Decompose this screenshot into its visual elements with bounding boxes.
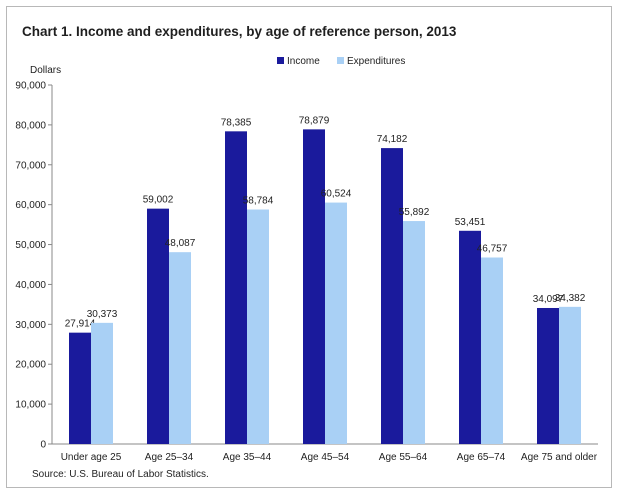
data-label: 55,892 — [399, 207, 430, 218]
data-label: 34,382 — [555, 293, 586, 304]
bar-expenditures — [169, 252, 191, 444]
bar-expenditures — [481, 257, 503, 444]
data-label: 78,879 — [299, 115, 330, 126]
data-label: 59,002 — [143, 195, 174, 206]
x-tick-label: Age 35–44 — [223, 452, 272, 463]
x-tick-label: Age 45–54 — [301, 452, 350, 463]
chart-title: Chart 1. Income and expenditures, by age… — [22, 24, 457, 39]
bar-expenditures — [91, 322, 113, 444]
data-label: 60,524 — [321, 189, 352, 200]
y-tick-label: 60,000 — [15, 200, 46, 211]
data-label: 74,182 — [377, 134, 408, 145]
y-tick-label: 0 — [40, 440, 46, 451]
bar-expenditures — [559, 306, 581, 444]
bar-income — [147, 208, 169, 444]
legend-label: Income — [287, 56, 320, 67]
data-label: 46,757 — [477, 243, 508, 254]
y-tick-label: 20,000 — [15, 360, 46, 371]
bar-income — [537, 307, 559, 444]
data-label: 27,914 — [65, 319, 96, 330]
x-tick-label: Age 55–64 — [379, 452, 428, 463]
bar-income — [459, 230, 481, 444]
legend-swatch — [277, 57, 284, 64]
bar-income — [225, 131, 247, 445]
y-tick-label: 10,000 — [15, 400, 46, 411]
data-label: 48,087 — [165, 238, 196, 249]
legend-swatch — [337, 57, 344, 64]
y-tick-label: 50,000 — [15, 240, 46, 251]
y-tick-label: 40,000 — [15, 280, 46, 291]
data-label: 78,385 — [221, 117, 252, 128]
bar-income — [381, 148, 403, 444]
data-label: 53,451 — [455, 217, 486, 228]
x-tick-label: Age 65–74 — [457, 452, 506, 463]
y-tick-label: 80,000 — [15, 120, 46, 131]
x-tick-label: Age 75 and older — [521, 452, 598, 463]
bar-income — [69, 332, 91, 444]
x-tick-label: Age 25–34 — [145, 452, 194, 463]
data-label: 30,373 — [87, 309, 118, 320]
data-label: 58,784 — [243, 196, 274, 207]
bar-income — [303, 129, 325, 445]
y-tick-label: 30,000 — [15, 320, 46, 331]
x-tick-label: Under age 25 — [61, 452, 122, 463]
data-label: 34,097 — [533, 294, 564, 305]
bar-expenditures — [403, 221, 425, 444]
y-tick-label: 70,000 — [15, 160, 46, 171]
y-axis-label: Dollars — [30, 65, 61, 76]
bar-expenditures — [247, 209, 269, 444]
legend-label: Expenditures — [347, 56, 405, 67]
bar-expenditures — [325, 202, 347, 444]
y-tick-label: 90,000 — [15, 81, 46, 92]
chart-source: Source: U.S. Bureau of Labor Statistics. — [32, 469, 209, 480]
